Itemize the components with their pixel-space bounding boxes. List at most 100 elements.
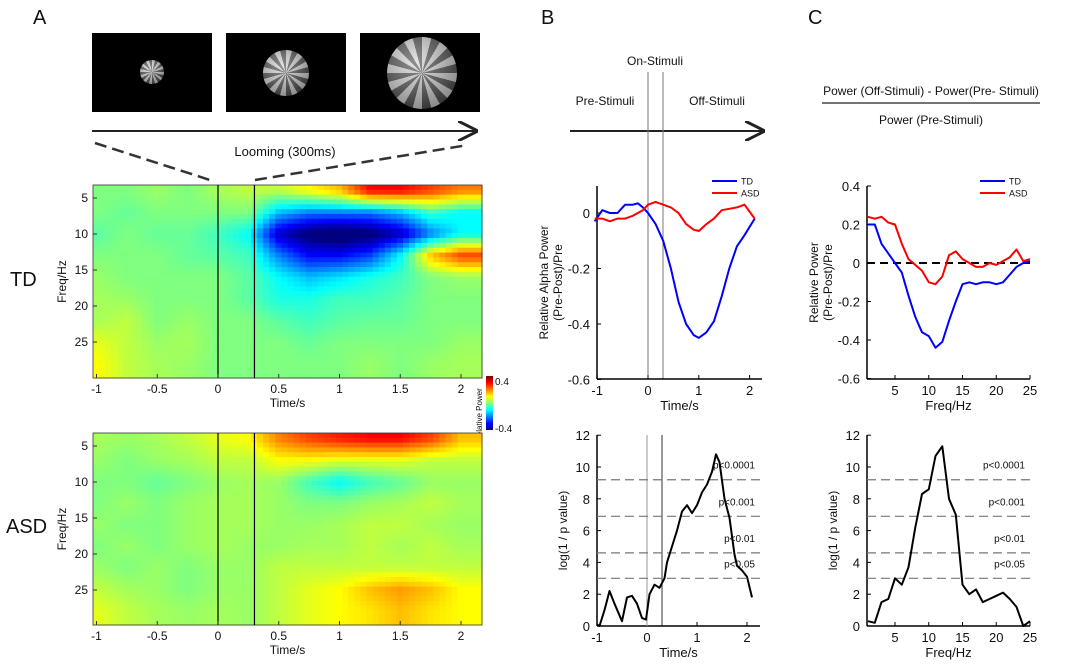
heatmap-cell xyxy=(135,509,143,516)
heatmap-cell xyxy=(147,490,155,496)
heatmap-cell xyxy=(372,615,380,621)
heatmap-cell xyxy=(238,586,246,592)
heatmap-cell xyxy=(330,553,337,559)
heatmap-cell xyxy=(190,562,197,568)
heatmap-cell xyxy=(141,452,149,458)
heatmap-cell xyxy=(439,500,447,506)
heatmap-cell xyxy=(135,452,143,458)
heatmap-cell xyxy=(323,437,331,444)
heatmap-cell xyxy=(257,204,264,210)
heatmap-cell xyxy=(111,538,118,544)
heatmap-cell xyxy=(293,601,301,607)
heatmap-cell xyxy=(238,271,246,278)
heatmap-cell xyxy=(129,461,137,468)
heatmap-cell xyxy=(475,209,483,215)
heatmap-cell xyxy=(172,457,179,463)
heatmap-cell xyxy=(305,461,313,468)
heatmap-cell xyxy=(317,218,325,225)
heatmap-cell xyxy=(433,519,441,525)
heatmap-cell xyxy=(342,368,349,374)
heatmap-cell xyxy=(141,481,149,487)
heatmap-cell xyxy=(93,461,100,468)
heatmap-cell xyxy=(366,586,374,592)
heatmap-cell xyxy=(147,538,155,544)
heatmap-cell xyxy=(202,519,210,525)
heatmap-cell xyxy=(257,344,264,350)
heatmap-cell xyxy=(354,524,362,530)
heatmap-cell xyxy=(287,586,295,592)
heatmap-cell xyxy=(348,238,355,244)
heatmap-cell xyxy=(354,505,362,511)
heatmap-cell xyxy=(220,344,228,350)
heatmap-cell xyxy=(330,262,337,268)
heatmap-cell xyxy=(396,553,404,559)
heatmap-cell xyxy=(190,457,197,463)
heatmap-cell xyxy=(421,228,428,234)
heatmap-cell xyxy=(129,572,137,578)
heatmap-cell xyxy=(415,363,422,369)
heatmap-cell xyxy=(159,320,167,326)
heatmap-cell xyxy=(141,286,149,292)
heatmap-cell xyxy=(360,310,368,316)
heatmap-cell xyxy=(293,242,301,249)
heatmap-cell xyxy=(226,320,234,326)
heatmap-cell xyxy=(445,233,453,239)
heatmap-cell xyxy=(269,581,276,588)
heatmap-cell xyxy=(159,562,167,568)
heatmap-cell xyxy=(354,433,362,439)
heatmap-cell xyxy=(117,476,124,482)
panel-label-a: A xyxy=(33,7,47,29)
heatmap-cell xyxy=(111,505,118,511)
heatmap-cell xyxy=(269,199,276,205)
heatmap-cell xyxy=(293,533,301,540)
heatmap-cell xyxy=(342,481,349,487)
heatmap-cell xyxy=(178,533,185,540)
heatmap-cell xyxy=(354,324,362,331)
heatmap-cell xyxy=(311,524,319,530)
heatmap-cell xyxy=(93,368,100,374)
heatmap-cell xyxy=(184,218,191,225)
heatmap-cell xyxy=(372,548,380,554)
heatmap-cell xyxy=(299,442,307,448)
heatmap-cell xyxy=(147,218,155,225)
heatmap-cell xyxy=(366,481,374,487)
heatmap-cell xyxy=(463,305,471,312)
heatmap-cell xyxy=(190,267,197,273)
heatmap-cell xyxy=(93,252,100,258)
heatmap-cell xyxy=(172,185,179,191)
heatmap-cell xyxy=(184,300,191,307)
heatmap-cell xyxy=(238,519,246,525)
heatmap-cell xyxy=(275,466,283,472)
heatmap-cell xyxy=(153,185,161,191)
heatmap-cell xyxy=(439,257,447,263)
heatmap-cell xyxy=(263,610,270,616)
heatmap-cell xyxy=(99,281,106,287)
heatmap-cell xyxy=(445,324,453,331)
heatmap-cell xyxy=(390,262,398,268)
heatmap-cell xyxy=(372,286,380,292)
heatmap-cell xyxy=(105,324,112,331)
heatmap-cell xyxy=(384,452,392,458)
heatmap-cell xyxy=(445,490,453,496)
heatmap-cell xyxy=(409,228,416,234)
heatmap-cell xyxy=(317,353,325,360)
heatmap-cell xyxy=(287,291,295,297)
heatmap-cell xyxy=(360,466,368,472)
heatmap-cell xyxy=(202,572,210,578)
heatmap-cell xyxy=(141,567,149,573)
heatmap-cell xyxy=(220,596,228,602)
heatmap-cell xyxy=(123,529,131,535)
heatmap-cell xyxy=(117,466,124,472)
heatmap-cell xyxy=(396,368,404,374)
heatmap-cell xyxy=(330,538,337,544)
heatmap-cell xyxy=(445,305,453,312)
heatmap-cell xyxy=(311,538,319,544)
heatmap-cell xyxy=(330,247,337,254)
heatmap-cell xyxy=(238,509,246,516)
heatmap-cell xyxy=(384,457,392,463)
heatmap-cell xyxy=(378,562,386,568)
heatmap-cell xyxy=(378,305,386,312)
heatmap-cell xyxy=(451,481,459,487)
heatmap-cell xyxy=(208,509,216,516)
heatmap-cell xyxy=(342,596,349,602)
